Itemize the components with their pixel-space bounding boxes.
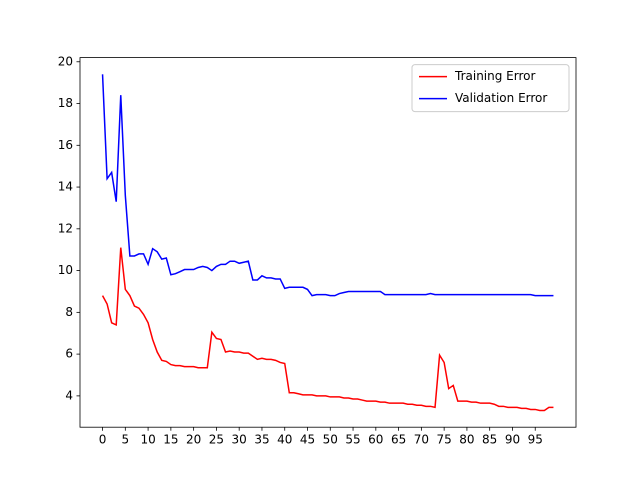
legend-box <box>411 64 570 113</box>
x-tick-label: 30 <box>232 433 247 447</box>
y-tick-label: 20 <box>58 54 73 68</box>
x-tick-label: 5 <box>121 433 129 447</box>
x-tick-label: 25 <box>209 433 224 447</box>
x-tick-label: 65 <box>391 433 406 447</box>
y-tick-label: 16 <box>58 138 73 152</box>
series-line <box>101 247 554 412</box>
y-tick-label: 14 <box>58 180 73 194</box>
x-tick-label: 60 <box>368 433 383 447</box>
y-tick-label: 6 <box>65 347 73 361</box>
y-tick-label: 4 <box>65 388 73 402</box>
y-tick-label: 18 <box>58 96 73 110</box>
x-tick-label: 40 <box>277 433 292 447</box>
x-tick-label: 70 <box>414 433 429 447</box>
x-tick-label: 15 <box>163 433 178 447</box>
axes-frame <box>79 57 577 428</box>
legend-label: Validation Error <box>455 91 547 105</box>
y-tick-label: 10 <box>58 263 73 277</box>
x-tick-label: 45 <box>300 433 315 447</box>
y-tick-label: 12 <box>58 221 73 235</box>
x-tick-label: 50 <box>323 433 338 447</box>
x-tick-label: 10 <box>140 433 155 447</box>
y-tick-label: 8 <box>65 305 73 319</box>
x-tick-label: 20 <box>186 433 201 447</box>
x-tick-label: 80 <box>459 433 474 447</box>
x-tick-label: 85 <box>482 433 497 447</box>
x-tick-label: 75 <box>437 433 452 447</box>
x-tick-label: 35 <box>254 433 269 447</box>
x-tick-label: 90 <box>505 433 520 447</box>
x-tick-label: 95 <box>528 433 543 447</box>
x-tick-label: 0 <box>99 433 107 447</box>
legend-label: Training Error <box>454 69 535 83</box>
series-line <box>101 74 554 297</box>
x-tick-label: 55 <box>345 433 360 447</box>
